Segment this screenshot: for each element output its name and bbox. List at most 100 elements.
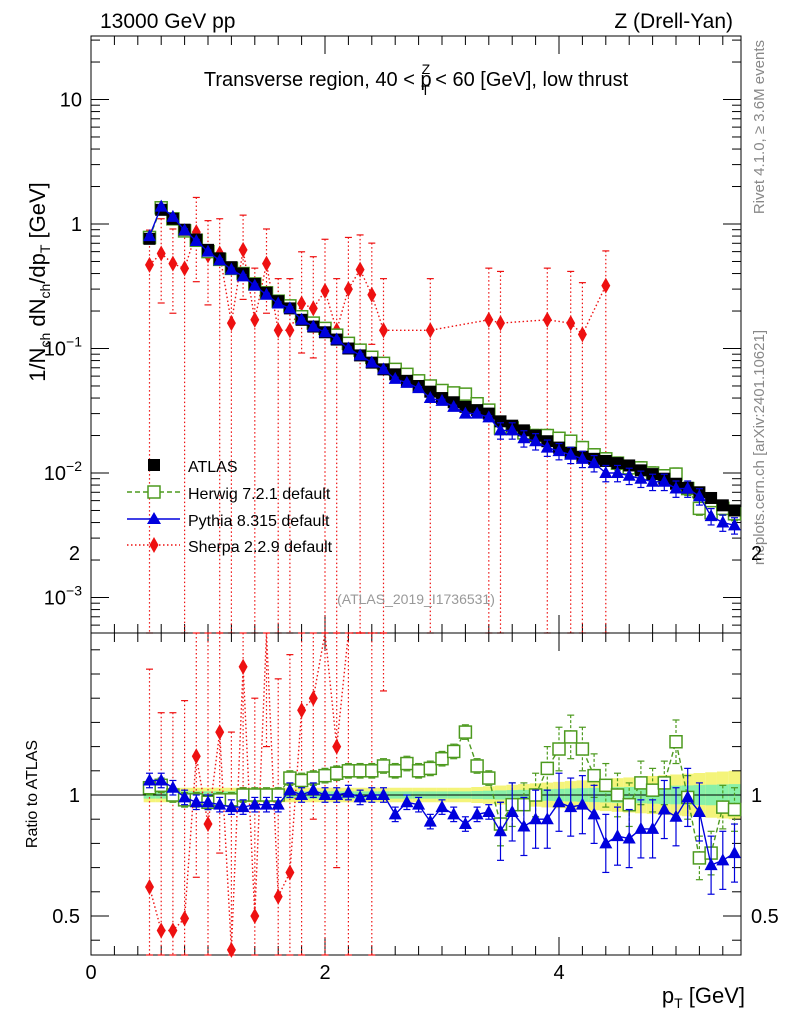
- sherpa-point: [180, 260, 190, 277]
- herwig-ratio-point: [236, 788, 250, 802]
- legend-label-herwig: Herwig 7.2.1 default: [188, 486, 331, 503]
- herwig-ratio-point: [692, 851, 707, 865]
- pythia-ratio-point: [271, 797, 285, 810]
- legend: ATLAS Herwig 7.2.1 default Pythia 8.315 …: [127, 459, 333, 556]
- sherpa-point: [566, 315, 576, 332]
- sherpa-point: [238, 241, 248, 258]
- pythia-ratio-point: [224, 800, 238, 813]
- y-tick-label: 10: [60, 90, 82, 112]
- pythia-point: [587, 456, 601, 469]
- pythia-ratio-point: [505, 804, 519, 817]
- herwig-ratio-point: [552, 742, 566, 756]
- pythia-point: [470, 406, 484, 419]
- atlas-point: [494, 415, 507, 428]
- pythia-point: [400, 375, 414, 388]
- sherpa-ratio-point: [332, 738, 342, 755]
- analysis-id: (ATLAS_2019_I1736531): [337, 591, 495, 607]
- ratio-ylabel: Ratio to ATLAS: [24, 740, 41, 848]
- pythia-ratio-point: [599, 836, 613, 849]
- herwig-ratio-point: [446, 744, 461, 759]
- pythia-point: [611, 466, 624, 478]
- pythia-ratio-point: [669, 809, 683, 822]
- pythia-point: [435, 393, 449, 406]
- pythia-ratio-point: [458, 817, 472, 830]
- sherpa-ratio-point: [180, 910, 190, 927]
- ratio-plot-panel: 0.5 0.5 1 1 2 2 0 2 4: [52, 543, 779, 984]
- sherpa-point: [496, 315, 505, 332]
- header-right: Z (Drell-Yan): [614, 10, 733, 33]
- pythia-point: [646, 474, 660, 487]
- herwig-ratio-point: [622, 797, 636, 812]
- pythia-point: [318, 325, 332, 338]
- pythia-ratio-point: [529, 812, 543, 825]
- pythia-point: [529, 434, 543, 447]
- pythia-point: [341, 341, 355, 354]
- pythia-ratio-point: [189, 795, 203, 808]
- ratio-y-tick-label: 0.5: [52, 906, 80, 928]
- y-tick-label: 10−2: [44, 458, 82, 485]
- pythia-ratio-point: [260, 797, 273, 810]
- sherpa-ratio-point: [203, 816, 213, 833]
- herwig-ratio-point: [435, 751, 449, 766]
- sherpa-point: [577, 326, 587, 343]
- herwig-ratio-point: [610, 788, 625, 802]
- atlas-point: [599, 454, 612, 467]
- herwig-ratio-point: [411, 764, 426, 778]
- pythia-ratio-point: [143, 773, 156, 786]
- pythia-point: [575, 451, 589, 464]
- pythia-point: [330, 332, 344, 345]
- pythia-point: [669, 481, 683, 494]
- pythia-ratio-point: [306, 783, 320, 796]
- pythia-ratio-point: [622, 831, 636, 844]
- sherpa-point: [601, 277, 611, 294]
- sherpa-point: [542, 311, 552, 328]
- pythia-point: [236, 269, 250, 282]
- pythia-point: [248, 278, 262, 291]
- pythia-ratio-point: [412, 797, 426, 810]
- pythia-ratio-point: [201, 795, 215, 808]
- herwig-ratio-line: [149, 730, 735, 859]
- herwig-ratio-point: [306, 771, 321, 785]
- pythia-ratio-point: [575, 797, 589, 810]
- pythia-point: [295, 312, 309, 325]
- atlas-point: [705, 491, 718, 504]
- pythia-point: [388, 371, 402, 384]
- herwig-ratio-point: [388, 764, 402, 778]
- x-tick-label: 4: [553, 962, 564, 984]
- herwig-ratio-point: [599, 778, 613, 793]
- sherpa-point: [285, 322, 295, 339]
- header-left: 13000 GeV pp: [100, 10, 235, 33]
- ratio-y-tick-label-right: 1: [751, 785, 762, 807]
- pythia-point: [564, 447, 578, 460]
- pythia-ratio-point: [388, 807, 402, 820]
- pythia-ratio-point: [213, 797, 227, 810]
- pythia-point: [224, 262, 238, 275]
- herwig-ratio-point: [341, 764, 356, 778]
- plot-title: Transverse region, 40 < pZ T < 60 [GeV], …: [204, 61, 629, 98]
- herwig-ratio-point: [540, 761, 555, 776]
- pythia-point: [458, 406, 472, 419]
- pythia-ratio-point: [564, 800, 578, 813]
- pythia-point: [704, 509, 718, 522]
- herwig-ratio-point: [365, 764, 379, 778]
- herwig-ratio-point: [645, 783, 660, 797]
- pythia-ratio-point: [353, 790, 367, 803]
- ratio-y-tick-label-right: 0.5: [751, 906, 779, 928]
- xlabel: pT [GeV]: [662, 983, 745, 1011]
- rivet-label: Rivet 4.1.0, ≥ 3.6M events: [751, 40, 768, 214]
- pythia-ratio-point: [283, 783, 297, 796]
- pythia-ratio-point: [166, 780, 180, 793]
- sherpa-ratio-point: [191, 748, 201, 765]
- pythia-ratio-point: [657, 802, 671, 815]
- pythia-ratio-point: [692, 804, 706, 817]
- pythia-point: [283, 301, 297, 314]
- herwig-ratio-point: [353, 764, 367, 778]
- main-plot-panel: 10 1 10−1 10−2 10−3: [44, 35, 742, 634]
- pythia-ratio-point: [423, 814, 437, 827]
- pythia-point: [622, 468, 636, 481]
- herwig-ratio-point: [575, 742, 590, 756]
- pythia-ratio-point: [517, 819, 531, 832]
- herwig-ratio-point: [458, 725, 473, 739]
- herwig-ratio-point: [482, 771, 496, 785]
